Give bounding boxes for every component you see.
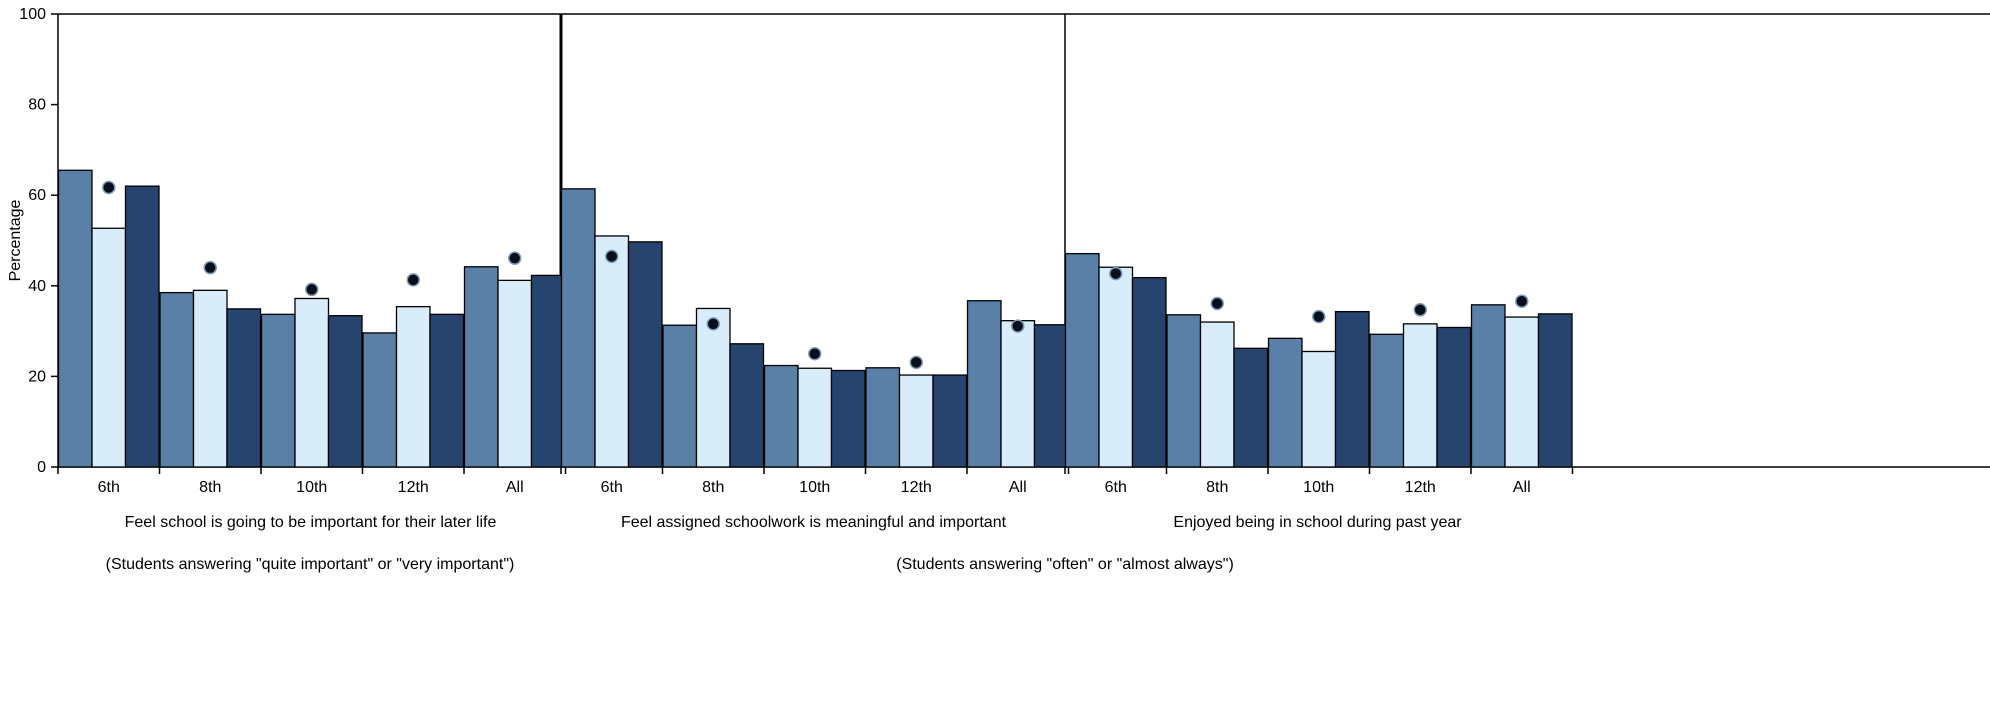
y-tick-label: 100	[19, 6, 46, 23]
bar	[1033, 324, 1069, 468]
x-category-label: 12th	[398, 479, 429, 496]
marker-point	[102, 180, 116, 195]
x-category-label: All	[506, 479, 524, 496]
x-category-label: 12th	[1405, 479, 1436, 496]
bar	[1301, 350, 1337, 468]
marker-point	[203, 260, 217, 275]
bar	[1334, 310, 1370, 468]
marker-point	[508, 251, 522, 265]
x-category-label: 6th	[601, 479, 623, 496]
marker-point	[1515, 294, 1529, 308]
bar	[294, 297, 330, 468]
marker-point	[909, 355, 923, 370]
bar	[1470, 304, 1506, 468]
panel-title: Feel assigned schoolwork is meaningful a…	[621, 514, 1007, 531]
bar	[1166, 314, 1202, 468]
x-category-label: 10th	[296, 479, 327, 496]
y-axis-label: Percentage	[7, 199, 24, 281]
bar	[932, 374, 968, 468]
bar	[124, 185, 160, 468]
marker-point	[808, 347, 822, 361]
panel-note: (Students answering "often" or "almost a…	[896, 556, 1234, 573]
label-layer: 0 20 40 60 80 100 Percentage 6th 8th 10th 12th All F…	[7, 6, 1531, 573]
y-tick-label: 40	[28, 278, 46, 295]
bar	[898, 374, 934, 468]
bar	[797, 367, 833, 468]
bar	[1199, 321, 1235, 468]
bar	[729, 343, 765, 468]
x-category-label: 10th	[1303, 479, 1334, 496]
x-category-label: 12th	[901, 479, 932, 496]
marker-point	[305, 282, 319, 297]
x-category-label: 10th	[799, 479, 830, 496]
x-category-label: 6th	[98, 479, 120, 496]
x-category-label: All	[1513, 479, 1531, 496]
marker-point	[1413, 303, 1427, 317]
bar	[1436, 326, 1472, 468]
bar	[57, 169, 93, 468]
bar	[260, 313, 296, 468]
marker-point	[1312, 309, 1326, 324]
bar	[1402, 323, 1438, 468]
panel-title: Feel school is going to be important for…	[125, 514, 497, 531]
marker-point	[1109, 266, 1123, 281]
panel-title: Enjoyed being in school during past year	[1173, 514, 1462, 531]
marker-point	[406, 273, 420, 287]
y-tick-label: 0	[37, 459, 46, 476]
bar	[530, 274, 566, 468]
y-tick-label: 80	[28, 97, 46, 114]
bar	[560, 188, 596, 468]
bar	[159, 291, 195, 468]
bar	[91, 227, 127, 468]
marker-point	[1011, 319, 1025, 333]
bar	[1233, 347, 1269, 468]
bar	[1000, 320, 1036, 468]
bar	[463, 266, 499, 468]
bar	[226, 308, 262, 468]
bar-layer	[57, 169, 1573, 468]
x-category-label: All	[1009, 479, 1027, 496]
bar	[327, 315, 363, 468]
bar	[627, 241, 663, 468]
panel-note: (Students answering "quite important" or…	[106, 556, 515, 573]
bar	[1098, 266, 1134, 468]
bar	[395, 305, 431, 468]
bar	[497, 279, 533, 468]
x-category-label: 8th	[702, 479, 724, 496]
bar	[763, 364, 799, 468]
bar	[966, 300, 1002, 468]
bar	[1131, 276, 1167, 468]
bar	[865, 367, 901, 468]
marker-point	[1210, 296, 1224, 311]
bar	[1267, 337, 1303, 468]
x-category-label: 6th	[1105, 479, 1127, 496]
marker-point	[605, 249, 619, 264]
bar	[1064, 252, 1100, 468]
bar	[594, 235, 630, 468]
bar	[429, 313, 465, 468]
bar	[695, 307, 731, 468]
y-tick-label: 60	[28, 187, 46, 204]
x-category-label: 8th	[1206, 479, 1228, 496]
bar	[362, 332, 398, 468]
bar	[1369, 333, 1405, 468]
bar	[830, 369, 866, 468]
bar	[1537, 313, 1573, 468]
marker-point	[706, 317, 720, 331]
marker-layer	[102, 180, 1529, 370]
bar	[1504, 316, 1540, 468]
bar	[662, 324, 698, 468]
y-tick-label: 20	[28, 368, 46, 385]
x-category-label: 8th	[199, 479, 221, 496]
bar	[192, 289, 228, 468]
